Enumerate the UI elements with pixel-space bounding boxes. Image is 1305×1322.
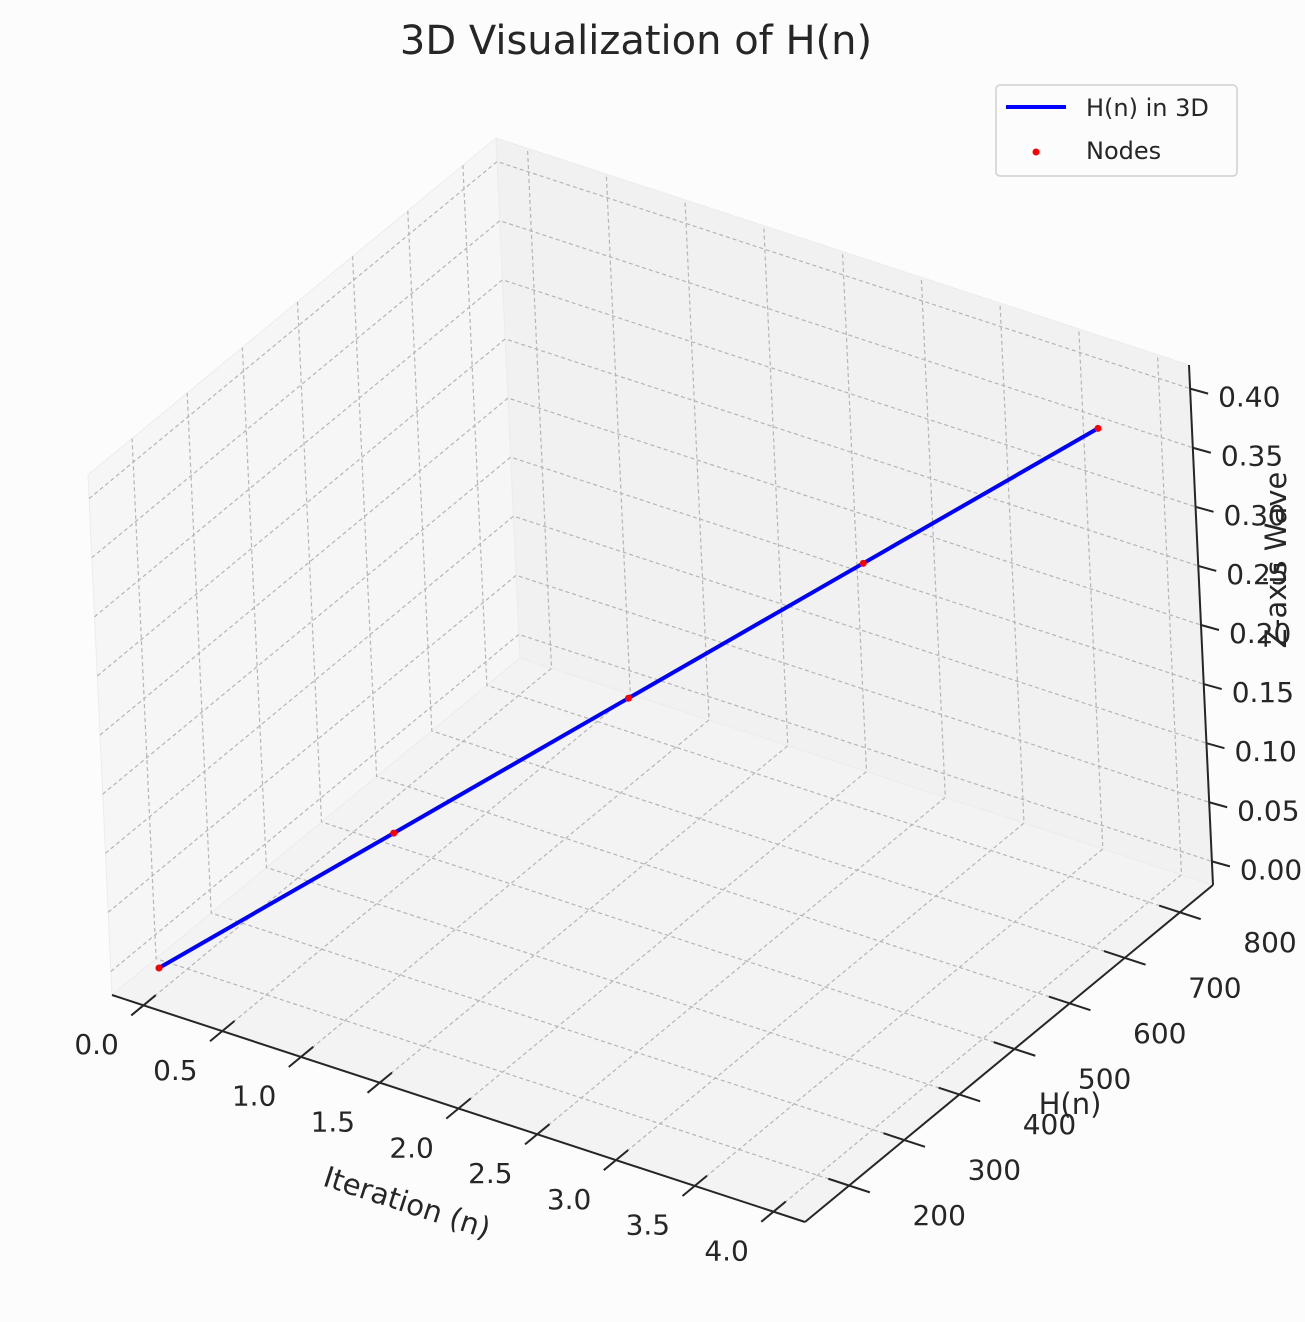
- x-tick-label: 0.5: [153, 1054, 198, 1087]
- y-tick-label: 300: [968, 1154, 1021, 1187]
- y-tick-label: 200: [912, 1199, 965, 1232]
- z-gridline: [105, 515, 1207, 854]
- z-gridline: [110, 633, 1213, 972]
- node-marker: [624, 694, 632, 702]
- z-tick-label: 0.40: [1218, 381, 1280, 414]
- grid-layer: [88, 148, 1213, 1213]
- x-tick-label: 3.0: [547, 1183, 592, 1216]
- y-tick: [1103, 950, 1146, 966]
- y-gridline: [462, 165, 1181, 913]
- x-tick: [366, 1071, 393, 1094]
- x-tick: [130, 994, 157, 1017]
- z-tick: [1192, 446, 1212, 454]
- y-tick: [993, 1041, 1036, 1057]
- x-gridline: [536, 277, 946, 1135]
- axes-layer: 0.0 0.5 1.0 1.5 2.0 2.5 3.0 3.5 4.0 2003004005006…: [74, 364, 1302, 1267]
- node-marker: [859, 559, 867, 567]
- data-layer: [155, 424, 1102, 972]
- x-tick-label: 3.5: [626, 1209, 671, 1242]
- y-gridline: [131, 438, 850, 1187]
- x-gridline: [615, 303, 1025, 1161]
- y-tick: [828, 1177, 871, 1194]
- y-tick-label: 800: [1243, 926, 1296, 959]
- z-tick-label: 0.25: [1226, 558, 1288, 591]
- z-tick: [1200, 624, 1220, 631]
- y-axis-label: H(n): [1039, 1087, 1102, 1121]
- y-tick-label: 400: [1023, 1108, 1076, 1141]
- y-gridline: [241, 347, 960, 1096]
- z-tick: [1195, 505, 1214, 513]
- z-gridline: [88, 160, 1191, 500]
- x-gridline: [694, 328, 1104, 1187]
- z-gridline: [96, 338, 1199, 677]
- z-gridline: [99, 397, 1202, 736]
- chart-title: 3D Visualization of H(n): [400, 18, 872, 64]
- y-gridline: [407, 210, 1125, 959]
- x-tick: [209, 1020, 236, 1042]
- x-gridline: [773, 354, 1183, 1213]
- x-gridline: [458, 251, 868, 1109]
- y-tick: [883, 1132, 926, 1148]
- z-tick: [1203, 683, 1222, 691]
- y-tick-label: 700: [1188, 971, 1241, 1004]
- node-marker: [155, 964, 163, 972]
- x-tick-label: 1.5: [311, 1105, 356, 1138]
- z-tick: [1208, 801, 1228, 809]
- x-tick-label: 4.0: [704, 1234, 749, 1267]
- z-tick-label: 0.35: [1221, 440, 1283, 473]
- x-tick: [288, 1046, 314, 1068]
- z-tick-label: 0.20: [1229, 617, 1291, 650]
- y-gridline: [352, 256, 1070, 1004]
- node-marker: [390, 829, 398, 837]
- z-gridline: [102, 456, 1204, 795]
- z-tick-label: 0.05: [1237, 794, 1299, 827]
- x-gridline: [300, 199, 710, 1058]
- z-tick: [1211, 860, 1231, 868]
- z-gridline: [107, 574, 1210, 913]
- x-tick-label: 2.0: [389, 1131, 434, 1164]
- x-tick: [760, 1200, 787, 1223]
- z-gridline: [91, 220, 1193, 559]
- x-gridline: [379, 225, 789, 1084]
- y-tick: [1048, 995, 1091, 1012]
- z-tick: [1198, 564, 1217, 572]
- z-axis-label: Z-axis Wave: [1259, 472, 1293, 649]
- x-tick: [603, 1149, 629, 1171]
- x-tick: [445, 1097, 472, 1120]
- legend-label-nodes: Nodes: [1086, 137, 1161, 165]
- x-tick: [681, 1175, 708, 1197]
- legend-label-line: H(n) in 3D: [1086, 94, 1209, 122]
- z-tick: [1189, 387, 1209, 395]
- x-tick: [524, 1123, 551, 1146]
- x-gridline: [221, 174, 631, 1032]
- y-tick-label: 600: [1133, 1017, 1186, 1050]
- z-tick-label: 0.10: [1234, 735, 1296, 768]
- z-tick-label: 0.15: [1232, 676, 1294, 709]
- legend: H(n) in 3D Nodes: [995, 84, 1238, 177]
- y-tick-label: 500: [1078, 1062, 1131, 1095]
- x-gridline: [143, 148, 553, 1006]
- x-tick-label: 1.0: [232, 1080, 277, 1113]
- z-tick: [1206, 742, 1225, 750]
- x-tick-label: 0.0: [74, 1028, 119, 1061]
- y-tick: [1158, 904, 1202, 921]
- z-gridline: [94, 279, 1196, 618]
- x-tick-label: 2.5: [468, 1157, 513, 1190]
- y-gridline: [296, 301, 1015, 1050]
- legend-node-swatch: [1032, 148, 1040, 156]
- z-tick-label: 0.00: [1240, 853, 1302, 886]
- z-tick-label: 0.30: [1224, 499, 1286, 532]
- y-tick: [938, 1086, 981, 1103]
- node-marker: [1094, 424, 1102, 432]
- y-gridline: [186, 392, 905, 1141]
- y-axis-line: [804, 884, 1214, 1223]
- pane-layer: [87, 136, 1215, 1223]
